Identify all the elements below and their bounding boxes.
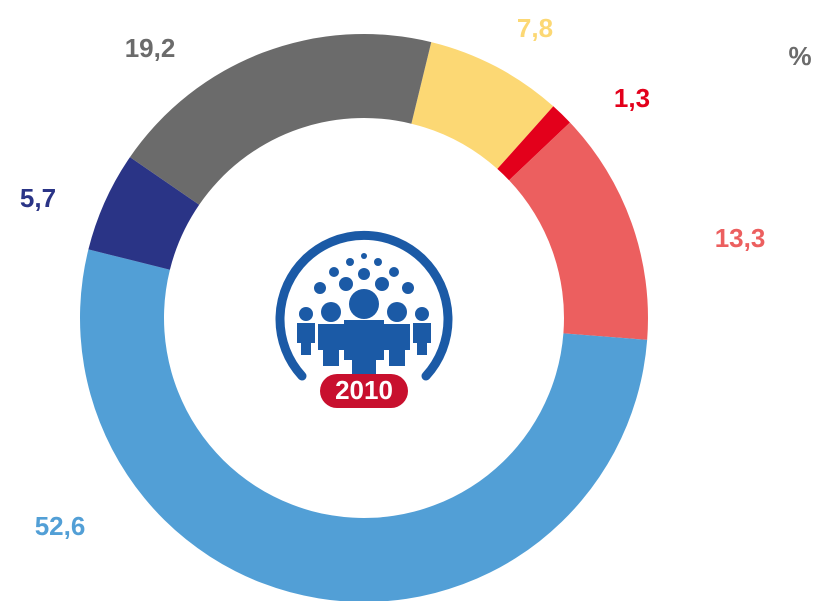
donut-segment (497, 106, 570, 181)
logo-text: 2010 (335, 375, 393, 405)
value-label: 13,3 (715, 223, 766, 253)
donut-segment (80, 249, 648, 601)
value-label: 5,7 (20, 183, 56, 213)
value-label: 7,8 (517, 13, 553, 43)
donut-segment (129, 34, 432, 205)
value-label: 1,3 (614, 83, 650, 113)
donut-segment (509, 122, 648, 340)
unit-label: % (788, 41, 811, 71)
logo: 2010 (275, 230, 453, 408)
value-label: 19,2 (125, 33, 176, 63)
value-label: 52,6 (35, 511, 86, 541)
donut-segment (88, 157, 200, 270)
donut-segment (411, 42, 554, 169)
